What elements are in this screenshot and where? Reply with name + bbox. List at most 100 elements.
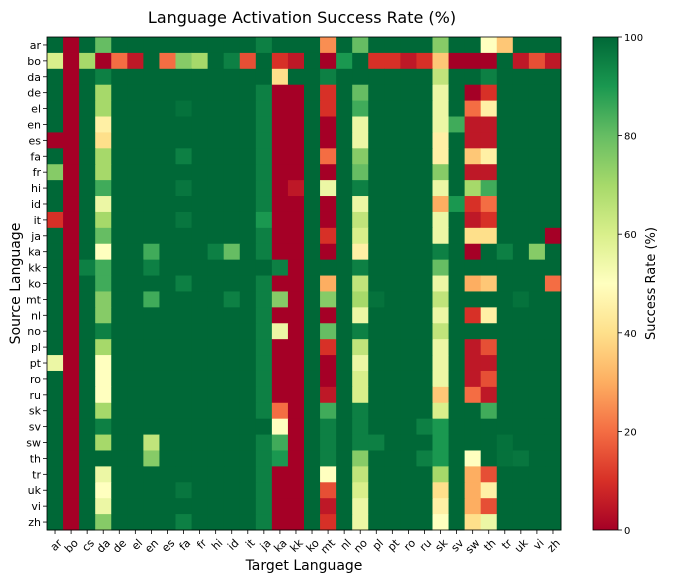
- heatmap-cell-ka-ru: [416, 243, 433, 261]
- heatmap-cell-no-ar: [47, 323, 64, 340]
- heatmap-cell-ja-da: [95, 227, 112, 245]
- heatmap-cell-sw-uk: [512, 434, 530, 451]
- heatmap-cell-nl-ru: [416, 307, 433, 324]
- heatmap-cell-sk-fr: [191, 402, 209, 420]
- heatmap-cell-fa-sw: [464, 148, 482, 165]
- heatmap-cell-ja-ko: [304, 227, 321, 245]
- heatmap-cell-sv-pt: [384, 418, 401, 436]
- heatmap-cell-el-ka: [271, 100, 289, 118]
- heatmap-cell-kk-pl: [368, 259, 385, 277]
- heatmap-cell-ja-pt: [384, 227, 401, 245]
- heatmap-cell-pt-es: [159, 355, 176, 372]
- heatmap-cell-fr-ar: [47, 164, 64, 181]
- heatmap-cell-ar-uk: [512, 37, 530, 54]
- heatmap-cell-el-it: [239, 100, 257, 118]
- heatmap-cell-ru-ko: [304, 386, 321, 404]
- heatmap-cell-zh-ja: [255, 514, 273, 531]
- heatmap-cell-el-nl: [336, 100, 353, 118]
- heatmap-cell-pt-th: [480, 355, 498, 372]
- heatmap-cell-no-it: [239, 323, 257, 340]
- heatmap-cell-ru-en: [143, 386, 160, 404]
- heatmap-cell-ka-sv: [448, 243, 466, 261]
- heatmap-cell-ka-pt: [384, 243, 401, 261]
- heatmap-cell-uk-no: [352, 482, 369, 499]
- heatmap-cell-ro-ko: [304, 370, 321, 388]
- heatmap-cell-sv-en: [143, 418, 160, 436]
- heatmap-cell-uk-da: [95, 482, 112, 499]
- heatmap-cell-it-it: [239, 211, 257, 229]
- heatmap-cell-sv-fa: [175, 418, 193, 436]
- heatmap-cell-tr-en: [143, 466, 160, 483]
- heatmap-cell-sk-ko: [304, 402, 321, 420]
- heatmap-cell-uk-pt: [384, 482, 401, 499]
- heatmap-cell-fr-ja: [255, 164, 273, 181]
- heatmap-cell-en-da: [95, 116, 112, 133]
- heatmap-cell-mt-ro: [400, 291, 417, 308]
- heatmap-cell-pt-da: [95, 355, 112, 372]
- y-tick-label-uk: uk: [28, 484, 42, 497]
- heatmap-cell-de-sk: [432, 84, 450, 102]
- heatmap-cell-tr-es: [159, 466, 176, 483]
- heatmap-cell-vi-uk: [512, 498, 530, 515]
- heatmap-cell-no-da: [95, 323, 112, 340]
- heatmap-cell-sw-da: [95, 434, 112, 451]
- heatmap-cell-en-pl: [368, 116, 385, 133]
- heatmap-cell-th-de: [111, 450, 128, 467]
- heatmap-cell-nl-ro: [400, 307, 417, 324]
- y-tick-label-th: th: [30, 452, 41, 465]
- heatmap-cell-kk-sw: [464, 259, 482, 277]
- heatmap-cell-es-ja: [255, 132, 273, 149]
- heatmap-cell-kk-mt: [320, 259, 337, 277]
- heatmap-cell-it-no: [352, 211, 369, 229]
- heatmap-cell-hi-ro: [400, 180, 417, 197]
- heatmap-cell-ko-no: [352, 275, 369, 292]
- heatmap-cell-sw-mt: [320, 434, 337, 451]
- heatmap-cell-en-bo: [63, 116, 80, 133]
- x-tick-label-fa: fa: [177, 537, 194, 554]
- heatmap-cell-fa-sv: [448, 148, 466, 165]
- heatmap-cell-ar-ko: [304, 37, 321, 54]
- heatmap-cell-pl-de: [111, 339, 128, 356]
- heatmap-cell-da-fa: [175, 68, 193, 86]
- heatmap-cell-ru-pt: [384, 386, 401, 404]
- heatmap-cell-hi-sw: [464, 180, 482, 197]
- heatmap-cell-bo-ru: [416, 52, 433, 70]
- heatmap-cell-it-ar: [47, 211, 64, 229]
- heatmap-cell-ko-sv: [448, 275, 466, 292]
- heatmap-cell-de-tr: [496, 84, 514, 102]
- heatmap-cell-ro-bo: [63, 370, 80, 388]
- heatmap-cell-id-nl: [336, 196, 353, 213]
- y-tick-labels: ar bo da de el en es fa fr hi id it ja ka kk ko mt nl no pl…: [26, 39, 47, 529]
- heatmap-cell-bo-de: [111, 52, 128, 70]
- heatmap-cell-el-th: [480, 100, 498, 118]
- heatmap-cell-tr-ru: [416, 466, 433, 483]
- heatmap-cell-de-cs: [79, 84, 96, 102]
- heatmap-cell-de-ru: [416, 84, 433, 102]
- heatmap-cell-el-bo: [63, 100, 80, 118]
- heatmap-cell-hi-fa: [175, 180, 193, 197]
- heatmap-cell-no-sw: [464, 323, 482, 340]
- x-tick-label-pl: pl: [370, 537, 386, 553]
- heatmap-cell-no-sv: [448, 323, 466, 340]
- heatmap-cell-pl-es: [159, 339, 176, 356]
- heatmap-cell-fa-ka: [271, 148, 289, 165]
- heatmap-cell-ko-mt: [320, 275, 337, 292]
- heatmap-cell-hi-bo: [63, 180, 80, 197]
- heatmap-cell-mt-da: [95, 291, 112, 308]
- heatmap-cell-ko-pl: [368, 275, 385, 292]
- heatmap-cell-el-zh: [544, 100, 562, 118]
- heatmap-cell-el-ja: [255, 100, 273, 118]
- heatmap-cell-ar-ro: [400, 37, 417, 54]
- heatmap-cell-id-it: [239, 196, 257, 213]
- heatmap-cell-bo-it: [239, 52, 257, 70]
- heatmap-cell-pl-sk: [432, 339, 450, 356]
- heatmap-cell-hi-ko: [304, 180, 321, 197]
- heatmap-cell-pt-zh: [544, 355, 562, 372]
- heatmap-cell-no-ru: [416, 323, 433, 340]
- heatmap-cell-zh-hi: [207, 514, 225, 531]
- heatmap-cell-hi-ar: [47, 180, 64, 197]
- heatmap-cell-uk-bo: [63, 482, 80, 499]
- heatmap-cell-tr-zh: [544, 466, 562, 483]
- heatmap-cell-bo-ja: [255, 52, 273, 70]
- heatmap-cell-ar-el: [127, 37, 144, 54]
